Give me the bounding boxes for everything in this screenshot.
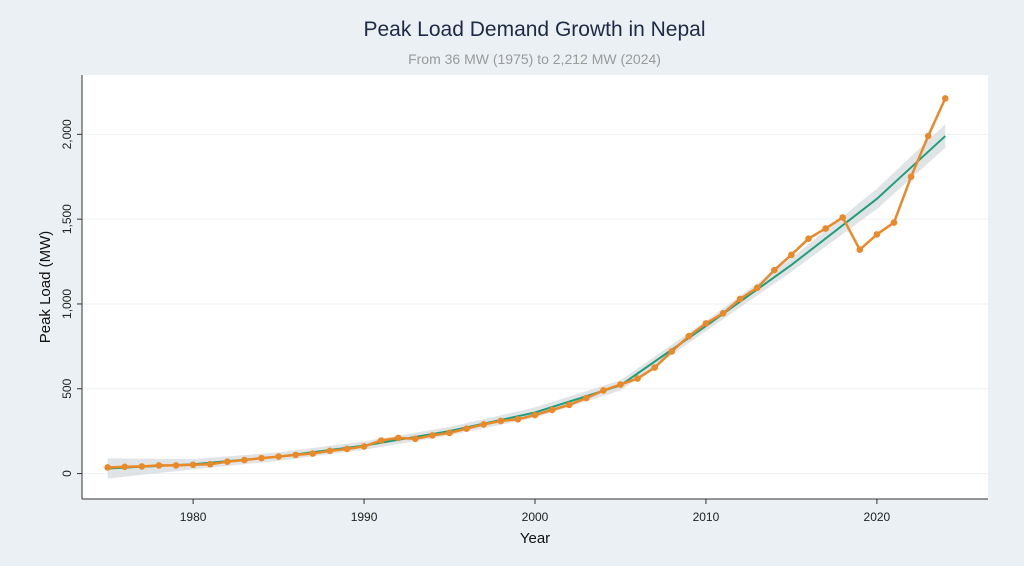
data-point [634, 375, 641, 382]
data-point [805, 235, 812, 242]
x-tick-label: 2020 [864, 510, 891, 524]
x-tick-label: 1980 [180, 510, 207, 524]
data-point [839, 214, 846, 221]
y-axis-title: Peak Load (MW) [37, 231, 54, 344]
data-point [907, 173, 915, 181]
data-point [275, 453, 282, 460]
data-point [702, 320, 710, 327]
y-ticks: 0 500 1,000 1,500 2,000 [60, 119, 82, 477]
data-point [189, 461, 197, 469]
data-point [497, 417, 505, 425]
data-point [617, 381, 624, 388]
data-point [788, 251, 795, 259]
data-point [172, 462, 180, 469]
data-point [412, 435, 419, 443]
data-point [206, 460, 214, 468]
data-point [668, 348, 676, 355]
data-point [463, 425, 470, 432]
data-point [771, 266, 778, 274]
data-point [753, 284, 761, 292]
data-point [309, 450, 317, 457]
data-point [941, 95, 949, 102]
data-point [155, 462, 163, 469]
gridlines [82, 133, 988, 475]
chart-title: Peak Load Demand Growth in Nepal [363, 18, 706, 41]
y-tick-label: 1,500 [60, 204, 74, 234]
data-point [104, 464, 111, 471]
data-point [138, 463, 146, 470]
data-point [582, 394, 590, 402]
data-point [514, 415, 522, 423]
y-tick-label: 2,000 [60, 119, 74, 149]
x-ticks: 1980 1990 2000 2010 2020 [180, 499, 891, 524]
x-tick-label: 1990 [351, 510, 378, 524]
data-point [480, 421, 488, 428]
data-point [360, 443, 368, 450]
data-point [241, 456, 248, 464]
data-point [685, 332, 693, 340]
x-tick-label: 2000 [522, 510, 549, 524]
data-point [856, 246, 864, 253]
data-point [394, 434, 402, 442]
data-point [224, 458, 231, 465]
plot-area [82, 75, 988, 499]
x-tick-label: 2010 [693, 510, 720, 524]
data-point [121, 463, 129, 471]
y-tick-label: 1,000 [60, 289, 74, 319]
data-point [651, 364, 658, 371]
data-point [924, 132, 932, 140]
data-point [873, 231, 881, 238]
chart-subtitle: From 36 MW (1975) to 2,212 MW (2024) [408, 51, 661, 67]
x-axis-title: Year [520, 530, 550, 547]
observed-series-group [104, 95, 949, 471]
data-point [377, 437, 385, 444]
data-point [822, 225, 829, 232]
data-point [326, 447, 334, 455]
data-point [890, 219, 898, 226]
data-point [600, 387, 607, 394]
data-point [531, 411, 539, 419]
y-tick-label: 0 [60, 470, 74, 477]
data-point [446, 429, 453, 437]
data-point [719, 309, 727, 317]
data-point [565, 401, 573, 409]
data-point [258, 454, 265, 462]
data-point [343, 445, 351, 453]
y-tick-label: 500 [60, 378, 74, 398]
data-point [429, 432, 436, 439]
data-point [292, 451, 299, 459]
data-point [736, 295, 744, 303]
data-point [548, 406, 556, 414]
